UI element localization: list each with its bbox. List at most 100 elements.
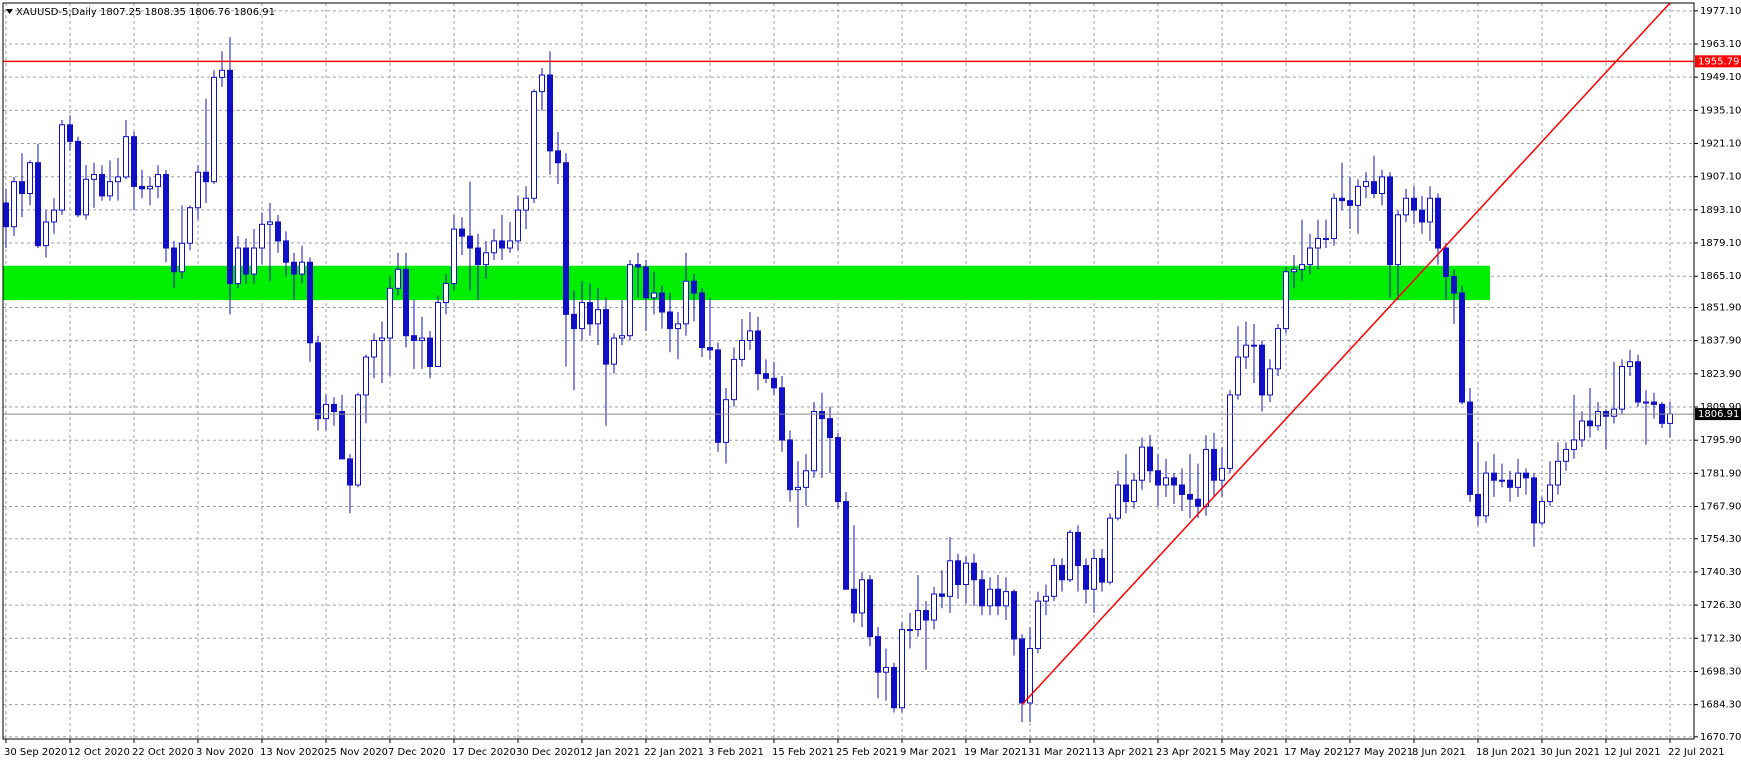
candle-body: [1355, 185, 1361, 206]
plot-frame: [2, 2, 1695, 740]
candle-body: [1107, 517, 1113, 583]
candle-body: [1507, 479, 1513, 488]
axes: 1977.10 1963.10 1949.10 1935.10 1921.10 1907.…: [4, 6, 1741, 758]
candle-body: [1027, 647, 1033, 704]
candle-body: [635, 264, 641, 268]
candle-body: [27, 162, 33, 195]
zone: [3, 265, 1490, 301]
y-tick-label: 1795.90: [1700, 435, 1741, 446]
candle-body: [1251, 344, 1257, 347]
candle-body: [1283, 271, 1289, 330]
candle-body: [619, 335, 625, 339]
candle-body: [891, 666, 897, 709]
y-tick-label: 1837.90: [1700, 336, 1741, 347]
y-tick-label: 1949.10: [1700, 72, 1741, 83]
x-tick-label: 5 May 2021: [1220, 747, 1279, 758]
candle-body: [867, 579, 873, 638]
candle-body: [611, 337, 617, 365]
candle-body: [19, 181, 25, 195]
candle-body: [347, 458, 353, 486]
candle-body: [515, 209, 521, 242]
candle-body: [1331, 197, 1337, 240]
candle-body: [1651, 401, 1657, 405]
menu-arrow[interactable]: [6, 9, 13, 14]
candle-body: [1043, 595, 1049, 602]
x-tick-label: 25 Feb 2021: [836, 747, 898, 758]
x-tick-label: 22 Jan 2021: [644, 747, 704, 758]
candle-body: [35, 162, 41, 247]
x-tick-label: 12 Jul 2021: [1604, 747, 1661, 758]
candle-body: [1323, 238, 1329, 241]
x-tick-label: 23 Apr 2021: [1156, 747, 1218, 758]
candle-body: [523, 197, 529, 211]
candle-body: [803, 470, 809, 488]
candle-body: [1611, 408, 1617, 417]
x-tick-label: 13 Nov 2020: [260, 747, 324, 758]
candle-body: [603, 309, 609, 365]
candle-body: [1531, 477, 1537, 524]
candle-body: [627, 264, 633, 337]
candle-body: [1451, 275, 1457, 294]
y-tick-label: 1698.30: [1700, 666, 1741, 677]
candle-body: [899, 629, 905, 709]
candle-body: [1187, 493, 1193, 500]
candle-body: [283, 240, 289, 263]
candle-body: [659, 292, 665, 313]
y-tick-label: 1740.30: [1700, 567, 1741, 578]
candle-body: [419, 337, 425, 341]
candle-body: [267, 221, 273, 225]
candle-body: [1099, 557, 1105, 583]
candle-body: [987, 588, 993, 607]
candle-body: [771, 377, 777, 389]
candle-body: [1475, 493, 1481, 517]
last-price-label: 1806.91: [1698, 409, 1739, 420]
candle-body: [707, 347, 713, 351]
x-tick-label: 12 Jan 2021: [580, 747, 640, 758]
candle-body: [923, 610, 929, 621]
x-tick-label: 3 Nov 2020: [196, 747, 254, 758]
candle-body: [859, 579, 865, 614]
candle-body: [675, 323, 681, 330]
candle-body: [1555, 460, 1561, 486]
candle-body: [219, 69, 225, 78]
candle-body: [1435, 197, 1441, 249]
candle-body: [339, 411, 345, 460]
candle-body: [1499, 479, 1505, 482]
candle-body: [1275, 328, 1281, 370]
candle-body: [1091, 557, 1097, 590]
y-tick-label: 1893.10: [1700, 205, 1741, 216]
candle-body: [699, 292, 705, 349]
y-tick-label: 1781.90: [1700, 468, 1741, 479]
candle-body: [579, 302, 585, 330]
candle-body: [1371, 181, 1377, 195]
candle-body: [395, 268, 401, 289]
candle-body: [739, 339, 745, 360]
candle-body: [939, 593, 945, 597]
x-tick-label: 7 Dec 2020: [388, 747, 446, 758]
candle-body: [795, 486, 801, 491]
candle-body: [835, 437, 841, 503]
candle-body: [427, 337, 433, 367]
candle-body: [491, 240, 497, 254]
candle-body: [1411, 197, 1417, 211]
x-tick-label: 30 Dec 2020: [516, 747, 580, 758]
y-tick-label: 1935.10: [1700, 105, 1741, 116]
y-tick-label: 1921.10: [1700, 139, 1741, 150]
candle-body: [1171, 477, 1177, 486]
plot-area: [3, 3, 1694, 739]
candle-body: [275, 221, 281, 242]
candle-body: [123, 136, 129, 178]
candle-body: [979, 579, 985, 607]
candle-body: [563, 162, 569, 315]
candle-body: [1307, 247, 1313, 266]
x-tick-label: 25 Nov 2020: [324, 747, 388, 758]
candle-body: [1403, 197, 1409, 216]
candle-body: [371, 339, 377, 358]
x-tick-label: 3 Feb 2021: [708, 747, 764, 758]
candle-body: [131, 136, 137, 187]
candle-body: [115, 176, 121, 183]
candle-body: [179, 242, 185, 273]
candle-body: [163, 174, 169, 249]
candle-body: [971, 562, 977, 581]
candle-body: [475, 247, 481, 266]
